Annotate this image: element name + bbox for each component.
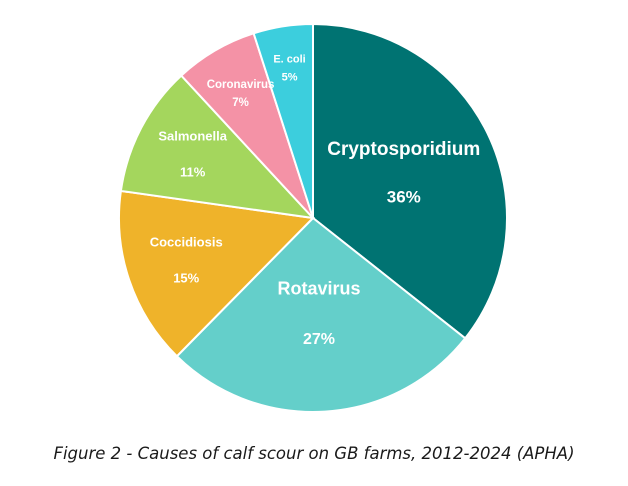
- slice-value-label: 27%: [303, 331, 335, 348]
- slice-value-label: 5%: [282, 71, 298, 83]
- pie-slice-e-coli: [252, 22, 314, 219]
- slice-value-label: 36%: [387, 188, 421, 207]
- slice-value-label: 15%: [173, 270, 199, 285]
- slice-value-label: 7%: [232, 97, 249, 109]
- slice-label: Cryptosporidium: [327, 139, 480, 160]
- pie-slice-coccidiosis: [118, 189, 316, 358]
- slice-label: Rotavirus: [278, 279, 361, 299]
- pie-slice-rotavirus: [175, 216, 467, 413]
- slice-label: Salmonella: [158, 128, 227, 143]
- pie-slices: [118, 22, 508, 413]
- pie-chart: Cryptosporidium 36% Rotavirus 27% Coccidiosi…: [118, 22, 508, 413]
- slice-label: E. coli: [273, 53, 305, 65]
- slice-label: Coccidiosis: [150, 234, 223, 249]
- figure-caption: Figure 2 - Causes of calf scour on GB fa…: [53, 444, 575, 463]
- slice-label: Coronavirus: [207, 79, 275, 91]
- pie-slice-salmonella: [119, 74, 316, 220]
- pie-labels: Cryptosporidium 36% Rotavirus 27% Coccidiosi…: [150, 53, 481, 348]
- pie-slice-cryptosporidium: [312, 22, 508, 340]
- slice-value-label: 11%: [180, 164, 206, 179]
